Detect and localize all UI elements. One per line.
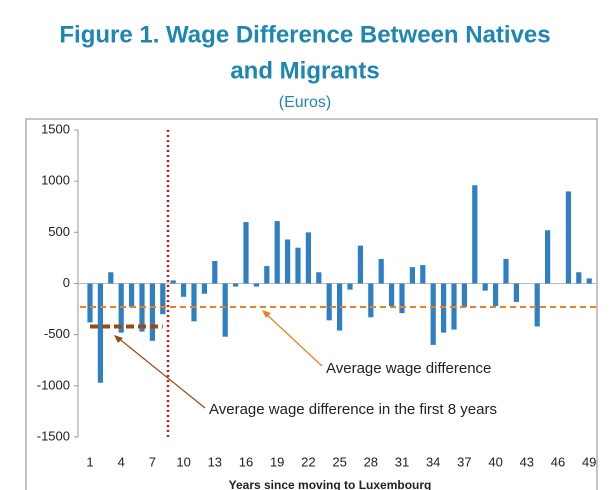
bar [222,283,228,337]
bar [565,191,571,284]
arrow-head [262,310,271,318]
x-tick-label: 25 [332,454,346,469]
chart-subtitle: (Euros) [279,94,331,111]
arrow-head [114,335,123,343]
x-axis-title: Years since moving to Luxembourg [229,478,432,490]
bar [316,272,322,284]
x-tick-label: 34 [426,454,440,469]
bar [461,283,467,308]
bar [472,185,478,284]
bar [441,283,447,333]
x-tick-label: 37 [457,454,471,469]
chart-frame [25,118,598,490]
y-tick-label: 500 [48,224,70,239]
bar [420,265,426,284]
annotation: Average wage difference in the first 8 y… [209,401,497,418]
x-tick-label: 46 [551,454,565,469]
chart-title: and Migrants [230,57,379,84]
bar [108,272,114,284]
bar [430,283,436,345]
bar [513,283,519,302]
x-tick-label: 13 [208,454,222,469]
y-tick-label: -1500 [37,428,70,443]
bar [305,232,311,284]
x-tick-label: 7 [149,454,156,469]
bar [503,258,509,284]
chart-title: Figure 1. Wage Difference Between Native… [59,21,550,48]
bar [586,278,592,284]
bar [409,267,415,284]
bar [160,283,166,315]
bar [233,283,239,287]
x-tick-label: 16 [239,454,253,469]
bar [368,283,374,318]
bar [482,283,488,291]
bar [264,266,270,284]
x-tick-label: 22 [301,454,315,469]
bar [493,283,499,307]
bar [87,283,93,323]
annotation-arrow [116,336,206,409]
bar [253,283,259,287]
y-tick-label: 0 [63,275,70,290]
annotation-arrow [263,311,323,367]
bar [545,230,551,284]
y-tick-label: 1500 [41,121,70,136]
bar [285,239,291,284]
x-tick-label: 4 [118,454,125,469]
x-tick-label: 10 [176,454,190,469]
bar [118,283,124,333]
y-tick-label: 1000 [41,173,70,188]
bar [378,258,384,284]
bar [274,221,280,284]
bar [212,260,218,284]
x-tick-label: 43 [520,454,534,469]
bar [357,245,363,284]
bar [399,283,405,314]
annotation: Average wage difference [326,360,491,377]
bar [129,283,135,308]
x-tick-label: 1 [86,454,93,469]
bar [201,283,207,294]
x-tick-label: 31 [395,454,409,469]
bar [97,283,103,383]
bar [326,283,332,321]
bar [389,283,395,307]
x-tick-label: 19 [270,454,284,469]
x-tick-label: 40 [488,454,502,469]
bar [295,247,301,284]
bar [243,222,249,284]
bar [576,272,582,284]
bar [170,280,176,284]
bar [347,283,353,290]
x-tick-label: 49 [582,454,596,469]
bar [149,283,155,341]
y-tick-label: -1000 [37,377,70,392]
y-tick-label: -500 [44,326,70,341]
x-tick-label: 28 [364,454,378,469]
bar [191,283,197,322]
bar [181,283,187,297]
bar [337,283,343,331]
bar [534,283,540,327]
